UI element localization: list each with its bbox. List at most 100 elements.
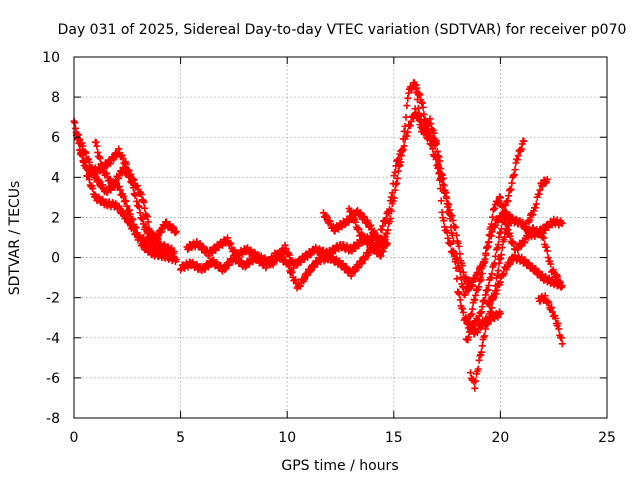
- data-point: [523, 223, 531, 231]
- data-point: [367, 221, 375, 229]
- data-point: [402, 113, 410, 121]
- data-point: [436, 157, 444, 165]
- x-tick-label: 20: [491, 430, 509, 446]
- data-point: [323, 213, 331, 221]
- data-point: [532, 200, 540, 208]
- y-tick-label: 10: [42, 50, 60, 66]
- data-point: [382, 215, 390, 223]
- data-point: [358, 260, 366, 268]
- data-point: [122, 197, 130, 205]
- series-track-4: [91, 138, 178, 258]
- axis-ticks: 0 5 10 15 20 25 -8 -6 -4 -2 0 2 4 6 8 10: [42, 50, 616, 446]
- data-point: [451, 258, 459, 266]
- data-point: [478, 342, 486, 350]
- data-point: [75, 139, 83, 147]
- data-point: [471, 275, 479, 283]
- data-point: [224, 234, 232, 242]
- series-track-7: [319, 206, 387, 256]
- data-point: [350, 268, 358, 276]
- data-point: [136, 209, 144, 217]
- data-point: [459, 308, 467, 316]
- x-tick-label: 25: [598, 430, 616, 446]
- data-point: [79, 152, 87, 160]
- data-point: [439, 181, 447, 189]
- data-point: [520, 137, 528, 145]
- data-point: [115, 145, 123, 153]
- data-point: [99, 181, 107, 189]
- data-point: [472, 377, 480, 385]
- data-point: [281, 241, 289, 249]
- data-point: [433, 147, 441, 155]
- data-point: [339, 260, 347, 268]
- data-point: [129, 223, 137, 231]
- data-point: [236, 257, 244, 265]
- data-point: [547, 260, 555, 268]
- data-point: [135, 203, 143, 211]
- data-point: [169, 223, 177, 231]
- data-point: [385, 209, 393, 217]
- data-point: [74, 135, 82, 143]
- data-point: [380, 243, 388, 251]
- data-point: [423, 125, 431, 133]
- data-point: [133, 182, 141, 190]
- data-point: [507, 186, 515, 194]
- data-point: [437, 197, 445, 205]
- data-point: [539, 229, 547, 237]
- data-point: [422, 119, 430, 127]
- data-point: [361, 234, 369, 242]
- data-point: [354, 224, 362, 232]
- y-tick-label: -2: [46, 291, 60, 307]
- data-point: [535, 190, 543, 198]
- data-point: [473, 329, 481, 337]
- data-point: [531, 204, 539, 212]
- data-point: [282, 244, 290, 252]
- data-point: [449, 237, 457, 245]
- data-point: [481, 332, 489, 340]
- data-point: [426, 130, 434, 138]
- data-point: [554, 319, 562, 327]
- data-point: [241, 263, 249, 271]
- data-point: [490, 294, 498, 302]
- data-point: [456, 267, 464, 275]
- data-point: [440, 217, 448, 225]
- data-point: [401, 122, 409, 130]
- data-point: [122, 212, 130, 220]
- y-tick-label: 8: [51, 90, 60, 106]
- data-point: [322, 211, 330, 219]
- data-point: [99, 164, 107, 172]
- data-point: [557, 219, 565, 227]
- data-point: [142, 212, 150, 220]
- data-point: [452, 264, 460, 272]
- data-point: [386, 205, 394, 213]
- data-point: [122, 160, 130, 168]
- data-point: [511, 166, 519, 174]
- data-point: [357, 229, 365, 237]
- data-point: [154, 235, 162, 243]
- data-point: [291, 276, 299, 284]
- data-point: [446, 239, 454, 247]
- data-point: [352, 218, 360, 226]
- data-point: [447, 223, 455, 231]
- y-tick-label: 4: [51, 170, 60, 186]
- data-point: [434, 152, 442, 160]
- data-point: [493, 244, 501, 252]
- data-point: [296, 282, 304, 290]
- data-point: [127, 170, 135, 178]
- data-point: [493, 286, 501, 294]
- data-point: [123, 202, 131, 210]
- data-point: [488, 213, 496, 221]
- data-point: [419, 103, 427, 111]
- data-point: [477, 276, 485, 284]
- data-point: [378, 226, 386, 234]
- data-point: [536, 186, 544, 194]
- data-point: [390, 172, 398, 180]
- data-point: [386, 197, 394, 205]
- data-point: [496, 194, 504, 202]
- data-point: [440, 181, 448, 189]
- data-point: [439, 174, 447, 182]
- data-point: [140, 198, 148, 206]
- data-point: [144, 218, 152, 226]
- data-point: [399, 135, 407, 143]
- data-point: [91, 171, 99, 179]
